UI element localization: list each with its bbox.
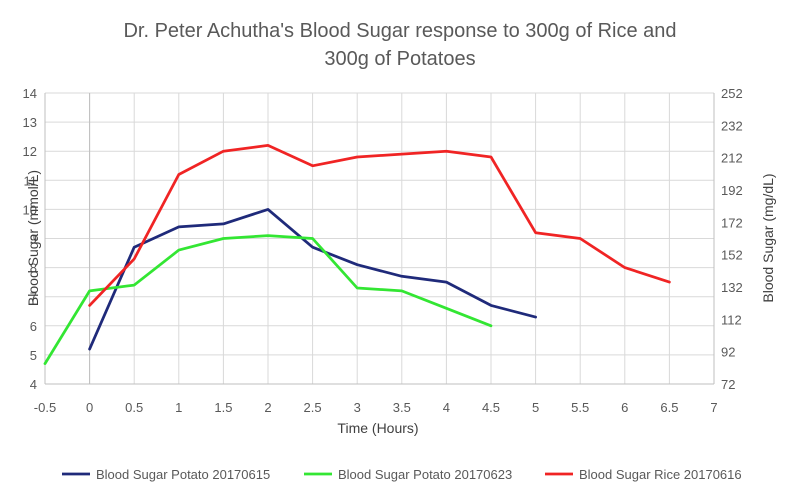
x-tick-label: -0.5 <box>34 400 56 415</box>
y2-axis-title: Blood Sugar (mg/dL) <box>760 173 776 302</box>
y2-tick-label: 132 <box>721 280 743 295</box>
series-line-3 <box>88 144 671 307</box>
axes <box>44 93 715 385</box>
x-tick-label: 3 <box>354 400 361 415</box>
y-tick-label: 4 <box>30 377 37 392</box>
y2-tick-label: 192 <box>721 183 743 198</box>
x-tick-label: 2 <box>264 400 271 415</box>
y2-tick-label: 212 <box>721 151 743 166</box>
chart-title-line-1: Dr. Peter Achutha's Blood Sugar response… <box>123 20 676 42</box>
y2-tick-label: 72 <box>721 377 735 392</box>
x-tick-label: 0.5 <box>125 400 143 415</box>
x-tick-label: 7 <box>710 400 717 415</box>
y-tick-label: 5 <box>30 348 37 363</box>
x-tick-label: 4 <box>443 400 450 415</box>
y-tick-label: 9 <box>30 232 37 247</box>
legend-label-1: Blood Sugar Potato 20170615 <box>96 467 270 482</box>
y2-tick-label: 252 <box>721 86 743 101</box>
x-axis-title: Time (Hours) <box>337 420 418 436</box>
x-tick-label: 0 <box>86 400 93 415</box>
legend-label-3: Blood Sugar Rice 20170616 <box>579 467 742 482</box>
x-tick-label: 5 <box>532 400 539 415</box>
x-tick-label: 4.5 <box>482 400 500 415</box>
x-tick-label: 1.5 <box>214 400 232 415</box>
series-lines <box>43 144 671 365</box>
legend: Blood Sugar Potato 20170615 Blood Sugar P… <box>62 467 742 482</box>
tick-labels: 4 5 6 7 8 9 10 11 12 13 14 -0.5 0 0.5 1 1.5 2 2.5 3 3.5 4 4.5… <box>23 86 743 415</box>
y-tick-label: 8 <box>30 261 37 276</box>
y-axis-title: Blood Sugar (mmol/L) <box>25 170 41 306</box>
y2-tick-label: 152 <box>721 248 743 263</box>
y-tick-label: 7 <box>30 290 37 305</box>
series-line-1 <box>88 208 537 351</box>
x-tick-label: 6 <box>621 400 628 415</box>
y2-tick-label: 232 <box>721 118 743 133</box>
x-tick-label: 5.5 <box>571 400 589 415</box>
legend-label-2: Blood Sugar Potato 20170623 <box>338 467 512 482</box>
x-tick-label: 6.5 <box>660 400 678 415</box>
series-line-2 <box>43 234 493 365</box>
y-tick-label: 12 <box>23 144 37 159</box>
y-tick-label: 11 <box>24 173 38 188</box>
x-tick-label: 2.5 <box>304 400 322 415</box>
y-tick-label: 14 <box>23 86 37 101</box>
chart-title-line-2: 300g of Potatoes <box>324 48 475 70</box>
x-tick-label: 3.5 <box>393 400 411 415</box>
x-tick-label: 1 <box>175 400 182 415</box>
y-tick-label: 6 <box>30 319 37 334</box>
y-tick-label: 13 <box>23 115 37 130</box>
y-tick-label: 10 <box>23 202 37 217</box>
y2-tick-label: 92 <box>721 345 735 360</box>
y2-tick-label: 112 <box>721 312 742 327</box>
y2-tick-label: 172 <box>721 215 743 230</box>
